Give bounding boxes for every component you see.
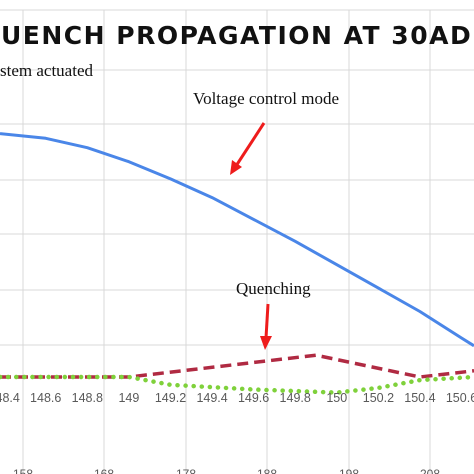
quenching-arrow [260,303,272,350]
chart-title: UENCH PROPAGATION AT 30AD [1,21,472,50]
x-tick-label: 149.6 [238,391,269,405]
x-tick-label: 148.6 [30,391,61,405]
x-tick-label: 149.8 [280,391,311,405]
series-line-dotted [0,374,474,395]
x-tick-label: 148.8 [72,391,103,405]
x2-tick-label: 198 [339,467,359,474]
x2-tick-label: 168 [94,467,114,474]
x2-tick-label: 158 [13,467,33,474]
system-actuated-label: stem actuated [0,61,93,80]
series-line-solid [0,132,474,348]
x-tick-label: 150.2 [363,391,394,405]
x2-tick-label: 188 [257,467,277,474]
x2-tick-label: 178 [176,467,196,474]
x2-tick-label: 208 [420,467,440,474]
series-layer [0,132,474,395]
voltage-control-label: Voltage control mode [193,89,339,108]
quenching-label: Quenching [236,279,311,298]
x-tick-label: 149.4 [196,391,227,405]
x-tick-label: 150.4 [404,391,435,405]
voltage-arrow [230,122,266,175]
x-tick-label: 148.4 [0,391,20,405]
x-tick-label: 149 [118,391,139,405]
x-tick-label: 150 [326,391,347,405]
x-tick-label: 149.2 [155,391,186,405]
x-tick-label: 150.6 [446,391,474,405]
series-line-dashed [0,353,474,379]
x-tick-labels: 148.4 148.6 148.8 149 149.2 149.4 149.6 149.8 15… [0,391,474,405]
grid-lines [0,9,474,474]
secondary-x-tick-labels: 158 168 178 188 198 208 [13,467,440,474]
